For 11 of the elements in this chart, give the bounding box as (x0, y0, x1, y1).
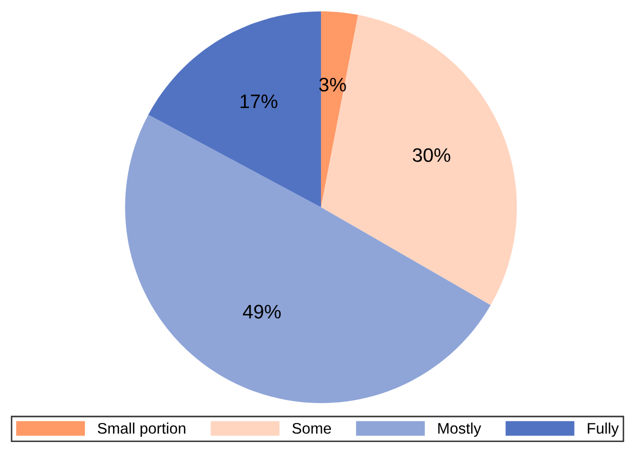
pie-slice (125, 114, 491, 404)
pie-slice (320, 14, 517, 306)
legend-label: Some (292, 422, 331, 434)
data-label: 17% (240, 94, 278, 108)
data-label: 49% (242, 304, 281, 319)
pie-slice (148, 11, 321, 208)
legend-label: Small portion (98, 422, 186, 437)
pie-slice (320, 11, 358, 208)
legend-label: Fully (588, 422, 619, 437)
data-label: 30% (412, 148, 450, 162)
legend-label: Mostly (438, 422, 482, 437)
